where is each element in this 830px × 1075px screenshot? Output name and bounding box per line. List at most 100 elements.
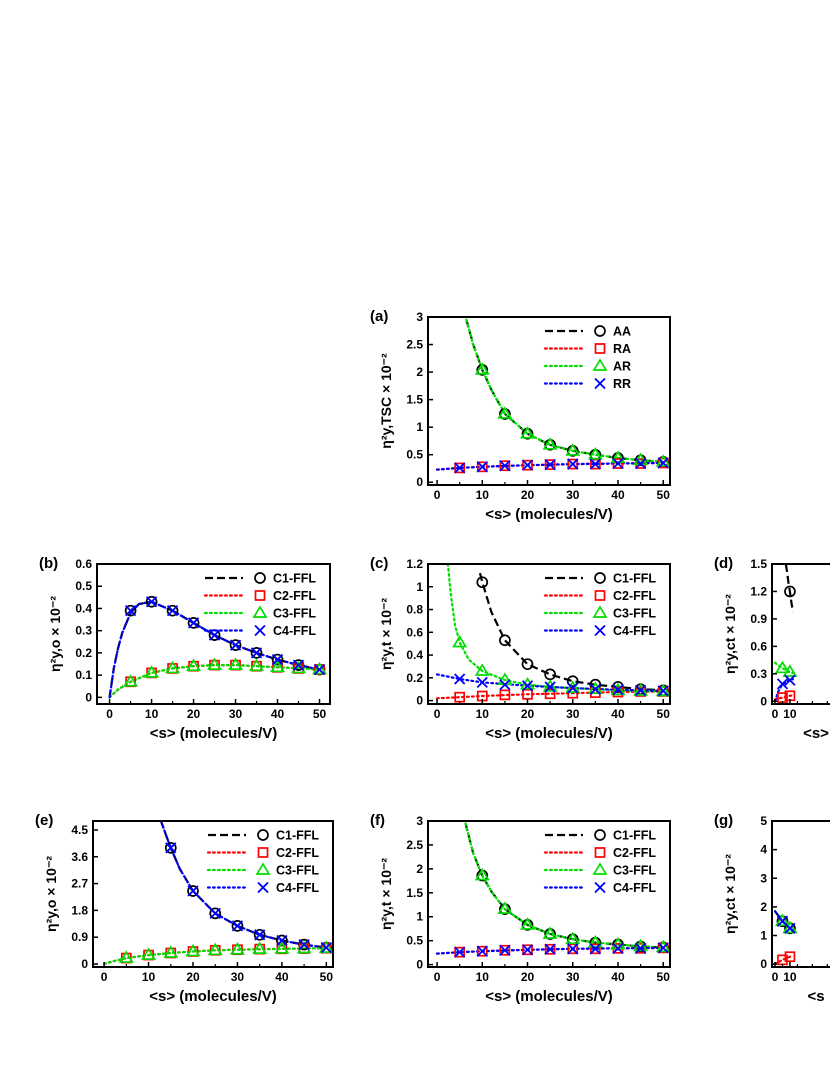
plot-frame <box>427 563 671 705</box>
data-point <box>124 604 137 617</box>
legend-label: C1-FFL <box>273 572 316 586</box>
y-tick-label: 0 <box>85 690 92 704</box>
series-line <box>465 318 665 463</box>
x-tick-label: 40 <box>611 970 625 984</box>
plot-area <box>435 564 670 703</box>
y-tick-label: 1 <box>760 929 767 943</box>
y-tick-label: 0.4 <box>406 648 423 662</box>
data-point <box>452 634 468 648</box>
legend-label: C2-FFL <box>613 846 656 860</box>
data-point <box>522 459 533 471</box>
legend-marker <box>257 847 269 858</box>
x-tick-label: 30 <box>566 488 580 502</box>
data-point <box>474 867 490 881</box>
data-point <box>123 674 139 687</box>
y-tick-label: 1.5 <box>406 886 423 900</box>
data-point <box>589 458 602 470</box>
data-point <box>207 942 223 956</box>
data-point <box>124 605 137 617</box>
series-line <box>103 947 328 966</box>
y-tick-label: 0.5 <box>75 579 92 593</box>
series-line <box>435 690 665 700</box>
data-point <box>249 658 265 672</box>
x-tick-label: 40 <box>611 488 625 502</box>
y-tick-label: 4.5 <box>71 823 88 837</box>
data-point <box>474 663 490 676</box>
y-tick-label: 0.6 <box>75 557 92 571</box>
plot-area <box>108 595 328 699</box>
data-point <box>499 460 511 472</box>
data-point <box>271 653 284 666</box>
data-point <box>499 944 511 956</box>
data-point <box>141 947 157 960</box>
legend-label: C4-FFL <box>613 624 656 638</box>
data-point <box>298 939 310 951</box>
series-line <box>784 564 794 612</box>
legend-marker <box>255 862 271 875</box>
x-tick-label: 50 <box>657 488 671 502</box>
data-point <box>590 458 601 470</box>
chart-panel: 0 10 0 1 2 3 4 5 (g) <s η²y,ct × 10⁻² <box>714 812 830 1005</box>
data-point <box>499 460 511 472</box>
data-point <box>590 943 601 955</box>
series-line <box>478 572 664 692</box>
y-tick-label: 2.5 <box>406 338 423 352</box>
data-point <box>567 458 579 470</box>
data-point <box>271 653 284 666</box>
legend-label: C2-FFL <box>613 589 656 603</box>
y-tick-label: 2.5 <box>406 838 423 852</box>
legend-marker <box>594 590 606 601</box>
x-tick-label: 50 <box>657 707 671 721</box>
plot-area <box>103 821 333 966</box>
data-point <box>657 457 669 469</box>
x-tick-label: 0 <box>772 707 779 721</box>
plot-area <box>435 822 670 958</box>
series-line <box>465 319 664 463</box>
legend-label: C4-FFL <box>276 881 319 895</box>
data-point <box>165 842 177 854</box>
x-axis-label: <s> (molecules/V) <box>485 988 613 1005</box>
y-tick-label: 3 <box>760 871 767 885</box>
x-tick-label: 30 <box>229 707 243 721</box>
y-tick-label: 2 <box>760 900 767 914</box>
data-point <box>544 681 556 693</box>
panel-label: (a) <box>370 308 388 325</box>
x-axis-label: <s <box>807 988 824 1005</box>
data-point <box>454 462 466 474</box>
data-point <box>634 457 647 470</box>
x-tick-label: 40 <box>611 707 625 721</box>
data-point <box>476 945 488 957</box>
data-point <box>207 657 223 670</box>
data-point <box>784 674 796 686</box>
data-point <box>521 459 534 471</box>
legend-label: C3-FFL <box>613 607 656 621</box>
x-tick-label: 10 <box>783 970 797 984</box>
data-point <box>522 944 533 956</box>
data-point <box>521 680 534 692</box>
y-axis-label: η²y,t × 10⁻² <box>378 598 394 670</box>
y-tick-label: 0 <box>416 958 423 972</box>
data-point <box>186 658 202 672</box>
data-point <box>229 639 242 651</box>
data-point <box>542 926 558 939</box>
data-point <box>231 920 244 932</box>
y-axis-label: η²y,TSC × 10⁻² <box>378 353 394 449</box>
data-point <box>144 665 160 678</box>
data-point <box>612 684 624 696</box>
x-tick-label: 0 <box>106 707 113 721</box>
series-line <box>773 661 794 674</box>
chart-panel: 0 10 20 30 40 50 0 0.1 0.2 0.3 0.4 0.5 0.6 (b) <s> (mo… <box>39 555 331 742</box>
y-tick-label: 4 <box>760 843 767 857</box>
y-tick-label: 3 <box>416 814 423 828</box>
legend-marker <box>592 605 608 618</box>
data-point <box>318 940 333 954</box>
data-point <box>589 683 602 695</box>
data-point <box>655 939 670 953</box>
data-point <box>454 946 466 958</box>
x-tick-label: 20 <box>521 488 535 502</box>
legend-marker <box>257 881 269 894</box>
data-point <box>567 682 579 694</box>
data-point <box>565 931 581 945</box>
data-point <box>320 941 332 954</box>
legend-marker <box>594 829 606 841</box>
